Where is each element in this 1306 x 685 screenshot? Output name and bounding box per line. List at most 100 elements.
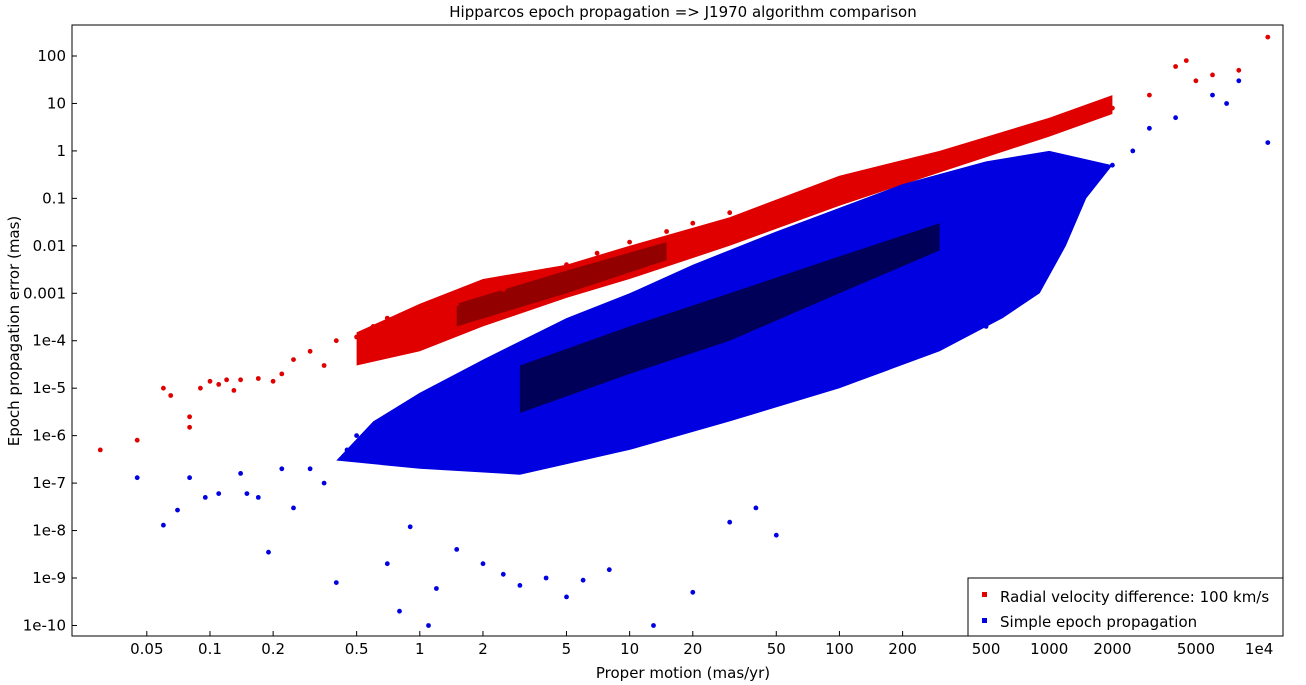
scatter-point-simple-propagation xyxy=(937,268,942,273)
red-density-core xyxy=(456,242,667,327)
scatter-point-radial-velocity xyxy=(837,181,842,187)
scatter-point-radial-velocity xyxy=(307,348,313,354)
scatter-point-radial-velocity xyxy=(690,220,696,226)
scatter-point-radial-velocity xyxy=(1110,105,1115,111)
scatter-point-simple-propagation xyxy=(773,532,779,538)
scatter-point-simple-propagation xyxy=(606,567,612,573)
x-tick-label: 20 xyxy=(683,640,702,658)
scatter-point-simple-propagation xyxy=(1130,148,1136,154)
scatter-point-simple-propagation xyxy=(279,466,285,472)
scatter-point-radial-velocity xyxy=(1173,64,1178,69)
scatter-point-radial-velocity xyxy=(279,371,285,377)
scatter-point-radial-velocity xyxy=(517,276,523,282)
scatter-point-simple-propagation xyxy=(384,561,390,567)
legend-swatch-radial-velocity xyxy=(982,592,987,597)
scatter-point-simple-propagation xyxy=(500,571,506,577)
scatter-point-radial-velocity xyxy=(480,290,486,296)
scatter-point-simple-propagation xyxy=(1236,78,1242,84)
legend-label-simple-propagation: Simple epoch propagation xyxy=(1000,613,1197,631)
y-tick-label: 1e-8 xyxy=(32,522,66,540)
scatter-point-radial-velocity xyxy=(1183,58,1189,63)
x-tick-label: 5000 xyxy=(1177,640,1215,658)
legend: Radial velocity difference: 100 km/s Sim… xyxy=(967,577,1284,637)
y-tick-label: 1e-9 xyxy=(32,569,66,587)
scatter-point-radial-velocity xyxy=(1147,92,1152,98)
scatter-point-radial-velocity xyxy=(434,309,439,315)
scatter-point-simple-propagation xyxy=(690,589,696,595)
scatter-point-simple-propagation xyxy=(202,495,208,500)
scatter-point-simple-propagation xyxy=(517,583,523,588)
scatter-point-simple-propagation xyxy=(434,586,439,591)
scatter-point-simple-propagation xyxy=(354,433,359,438)
scatter-point-simple-propagation xyxy=(407,524,413,530)
scatter-point-radial-velocity xyxy=(168,393,174,398)
x-tick-label: 2000 xyxy=(1093,640,1131,658)
scatter-point-radial-velocity xyxy=(594,250,600,256)
scatter-point-radial-velocity xyxy=(1193,78,1199,84)
x-tick-label: 1e4 xyxy=(1245,640,1273,658)
scatter-point-simple-propagation xyxy=(187,475,193,481)
scatter-point-radial-velocity xyxy=(161,385,166,391)
scatter-point-radial-velocity xyxy=(231,388,237,393)
scatter-point-simple-propagation xyxy=(773,338,779,344)
y-tick-label: 1e-4 xyxy=(32,332,66,350)
scatter-point-simple-propagation xyxy=(255,495,261,500)
scatter-points-layer xyxy=(97,34,1271,628)
x-tick-label: 1 xyxy=(415,640,425,658)
scatter-point-simple-propagation xyxy=(1210,92,1215,98)
scatter-point-simple-propagation xyxy=(238,471,244,476)
y-tick-label: 1 xyxy=(56,142,66,160)
scatter-point-radial-velocity xyxy=(664,229,669,234)
scatter-point-radial-velocity xyxy=(333,338,339,344)
scatter-point-radial-velocity xyxy=(454,301,460,307)
scatter-point-simple-propagation xyxy=(161,522,166,528)
scatter-point-radial-velocity xyxy=(1083,115,1089,121)
scatter-point-radial-velocity xyxy=(97,447,103,453)
scatter-point-radial-velocity xyxy=(1265,34,1271,40)
scatter-point-simple-propagation xyxy=(1083,173,1089,179)
scatter-point-radial-velocity xyxy=(874,173,879,179)
legend-box xyxy=(967,577,1284,637)
scatter-point-radial-velocity xyxy=(370,324,376,329)
scatter-point-simple-propagation xyxy=(900,290,905,296)
scatter-point-radial-velocity xyxy=(1210,72,1215,78)
scatter-point-simple-propagation xyxy=(175,507,180,513)
scatter-point-simple-propagation xyxy=(580,577,586,583)
blue-density-core xyxy=(519,223,940,413)
scatter-point-radial-velocity xyxy=(407,319,413,325)
y-tick-label: 0.01 xyxy=(33,237,66,255)
scatter-point-simple-propagation xyxy=(753,505,759,511)
x-tick-label: 0.05 xyxy=(130,640,163,658)
scatter-point-radial-velocity xyxy=(354,334,359,340)
x-tick-label: 0.1 xyxy=(198,640,222,658)
scatter-point-radial-velocity xyxy=(291,357,296,362)
plot-area-frame xyxy=(71,24,1284,637)
y-tick-label: 1e-6 xyxy=(32,427,66,445)
y-axis-title: Epoch propagation error (mas) xyxy=(5,216,23,447)
scatter-point-simple-propagation xyxy=(1046,196,1052,201)
scatter-point-simple-propagation xyxy=(321,480,327,486)
x-axis: 0.05 0.1 0.2 0.5 1 2 5 10 20 50 100 200 500 1000 2000 5… xyxy=(130,631,1273,658)
scatter-point-simple-propagation xyxy=(543,575,549,581)
scatter-point-simple-propagation xyxy=(266,549,271,555)
y-tick-label: 100 xyxy=(37,47,66,65)
y-tick-label: 1e-10 xyxy=(23,616,66,634)
scatter-point-radial-velocity xyxy=(384,315,390,321)
y-tick-label: 1e-5 xyxy=(32,379,66,397)
scatter-point-radial-velocity xyxy=(397,330,402,335)
scatter-point-radial-velocity xyxy=(1014,134,1020,140)
scatter-point-radial-velocity xyxy=(216,382,222,387)
scatter-point-radial-velocity xyxy=(773,200,779,206)
x-tick-label: 5 xyxy=(562,640,572,658)
scatter-point-radial-velocity xyxy=(224,377,230,383)
scatter-point-radial-velocity xyxy=(983,144,989,150)
scatter-point-simple-propagation xyxy=(1147,125,1152,131)
scatter-point-simple-propagation xyxy=(627,385,632,391)
scatter-point-simple-propagation xyxy=(983,324,989,329)
scatter-point-simple-propagation xyxy=(564,594,569,600)
scatter-point-radial-velocity xyxy=(321,363,327,368)
x-tick-label: 100 xyxy=(825,640,854,658)
scatter-point-radial-velocity xyxy=(238,377,244,383)
x-tick-label: 500 xyxy=(972,640,1001,658)
scatter-point-simple-propagation xyxy=(1014,220,1020,226)
